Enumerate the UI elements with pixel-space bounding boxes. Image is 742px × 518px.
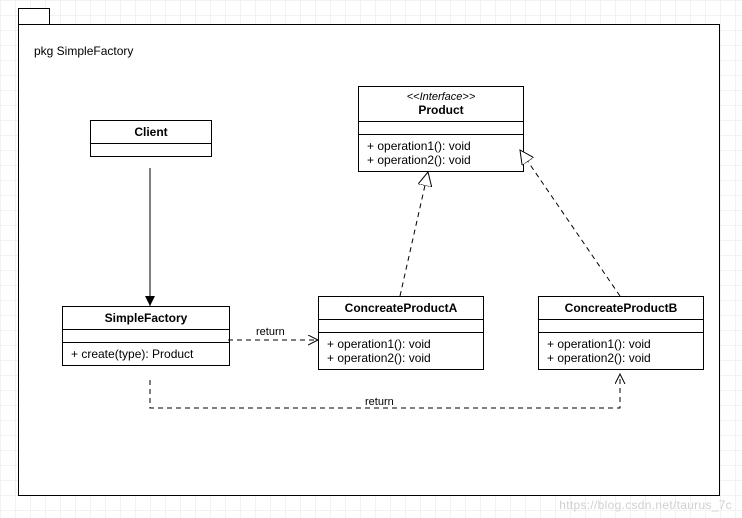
- class-client-attrs: [91, 144, 211, 156]
- class-factory-op1: + create(type): Product: [71, 347, 221, 361]
- class-product-op1: + operation1(): void: [367, 139, 515, 153]
- class-product-a-name: ConcreateProductA: [345, 301, 458, 315]
- class-product-stereotype: <<Interface>>: [367, 91, 515, 103]
- class-factory-attrs: [63, 330, 229, 343]
- class-product-a-ops: + operation1(): void + operation2(): voi…: [319, 333, 483, 369]
- class-product-name: Product: [418, 103, 463, 117]
- class-product-a-op2: + operation2(): void: [327, 351, 475, 365]
- class-concrete-product-a: ConcreateProductA + operation1(): void +…: [318, 296, 484, 370]
- class-product-b-attrs: [539, 320, 703, 333]
- class-product-ops: + operation1(): void + operation2(): voi…: [359, 135, 523, 171]
- class-client: Client: [90, 120, 212, 157]
- class-product-op2: + operation2(): void: [367, 153, 515, 167]
- class-product-b-ops: + operation1(): void + operation2(): voi…: [539, 333, 703, 369]
- class-simple-factory: SimpleFactory + create(type): Product: [62, 306, 230, 366]
- edge-label-factory-to-productB: return: [365, 396, 394, 408]
- class-concrete-product-b: ConcreateProductB + operation1(): void +…: [538, 296, 704, 370]
- class-factory-ops: + create(type): Product: [63, 343, 229, 365]
- package-label: pkg SimpleFactory: [34, 44, 133, 58]
- class-client-header: Client: [91, 121, 211, 144]
- watermark: https://blog.csdn.net/taurus_7c: [559, 498, 732, 512]
- class-factory-header: SimpleFactory: [63, 307, 229, 330]
- class-product-b-op1: + operation1(): void: [547, 337, 695, 351]
- class-product-interface: <<Interface>> Product + operation1(): vo…: [358, 86, 524, 172]
- class-product-b-header: ConcreateProductB: [539, 297, 703, 320]
- class-product-b-op2: + operation2(): void: [547, 351, 695, 365]
- package-tab: [18, 8, 50, 25]
- class-product-attrs: [359, 122, 523, 135]
- class-product-a-attrs: [319, 320, 483, 333]
- class-product-a-header: ConcreateProductA: [319, 297, 483, 320]
- class-client-name: Client: [134, 125, 167, 139]
- class-factory-name: SimpleFactory: [105, 311, 188, 325]
- class-product-header: <<Interface>> Product: [359, 87, 523, 122]
- edge-label-factory-to-productA: return: [256, 326, 285, 338]
- class-product-b-name: ConcreateProductB: [565, 301, 678, 315]
- class-product-a-op1: + operation1(): void: [327, 337, 475, 351]
